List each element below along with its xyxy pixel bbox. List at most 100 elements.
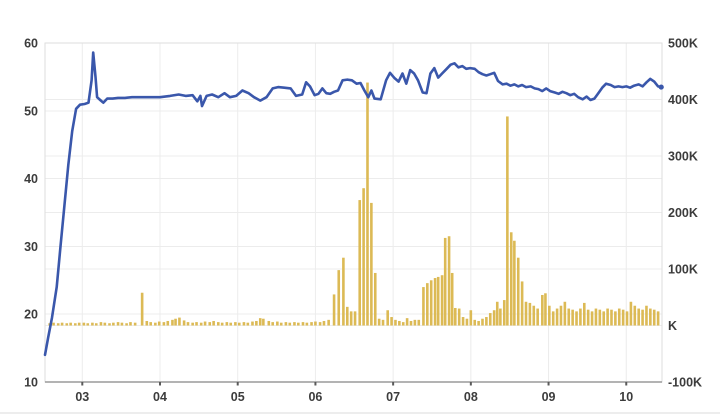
x-tick-label: 03 — [75, 390, 89, 404]
volume-bar — [429, 280, 433, 326]
volume-bar — [370, 202, 373, 326]
volume-bar — [195, 322, 198, 326]
volume-bar — [65, 323, 69, 326]
volume-bar — [99, 322, 103, 326]
volume-bar — [602, 311, 606, 326]
volume-bar — [125, 323, 128, 326]
volume-bar — [133, 322, 137, 326]
volume-bar — [606, 308, 609, 326]
right-tick-label: 200K — [668, 206, 698, 220]
volume-bar — [314, 321, 317, 326]
volume-bar — [162, 322, 166, 326]
volume-bar — [617, 308, 621, 326]
volume-bar — [394, 319, 397, 326]
volume-bar — [293, 322, 296, 326]
volume-bar — [166, 320, 170, 326]
volume-bar — [633, 305, 637, 326]
volume-bar — [366, 82, 369, 326]
left-tick-label: 20 — [24, 308, 38, 322]
left-tick-label: 40 — [24, 172, 38, 186]
right-tick-label: 400K — [668, 93, 698, 107]
volume-bar — [541, 294, 544, 326]
volume-bar — [82, 322, 86, 326]
volume-bar — [262, 318, 265, 326]
volume-bar — [582, 302, 586, 326]
volume-bar — [461, 317, 465, 326]
volume-bar — [69, 322, 72, 326]
volume-bar — [614, 311, 617, 326]
volume-bar — [246, 322, 250, 326]
volume-bar — [225, 322, 229, 326]
volume-bar — [548, 305, 551, 326]
volume-bar — [551, 311, 555, 326]
volume-bar — [149, 322, 152, 326]
volume-bar — [443, 237, 447, 326]
volume-bar — [465, 318, 469, 326]
volume-bar — [91, 322, 94, 326]
volume-bar — [86, 323, 90, 326]
volume-bar — [409, 320, 413, 326]
volume-bar — [401, 322, 405, 326]
volume-bar — [598, 309, 602, 326]
volume-bar — [417, 319, 421, 326]
x-axis-labels: 03 04 05 06 07 08 09 10 — [75, 390, 633, 404]
volume-bar — [532, 305, 536, 326]
page-bottom-divider — [0, 412, 720, 414]
volume-bar — [528, 302, 532, 326]
volume-bar — [485, 317, 488, 326]
volume-bar — [103, 322, 107, 326]
volume-bar — [645, 305, 648, 326]
volume-bar — [398, 320, 401, 326]
volume-bar — [447, 236, 451, 326]
volume-bar — [381, 319, 385, 326]
x-tick-label: 05 — [231, 390, 245, 404]
volume-bar — [469, 310, 473, 326]
volume-bar — [536, 308, 539, 326]
volume-bar — [157, 321, 161, 326]
x-tick-label: 10 — [619, 390, 633, 404]
volume-bar — [488, 313, 492, 326]
volume-bar — [433, 278, 437, 326]
volume-bar — [524, 301, 528, 326]
price-polyline — [43, 51, 663, 357]
left-axis-labels: 10 20 30 40 50 60 — [24, 37, 38, 390]
left-tick-label: 30 — [24, 240, 38, 254]
right-axis-labels: -100K K 100K 200K 300K 400K 500K — [668, 37, 702, 390]
volume-bar — [594, 308, 598, 326]
volume-bar — [629, 301, 633, 326]
volume-bar — [310, 322, 313, 326]
x-tick-label: 04 — [153, 390, 167, 404]
volume-bar — [322, 320, 326, 326]
volume-bar — [440, 275, 444, 326]
volume-bar — [112, 322, 115, 326]
volume-bar — [191, 322, 194, 326]
volume-bar — [413, 319, 417, 326]
left-tick-label: 50 — [24, 104, 38, 118]
volume-bar — [649, 308, 652, 326]
volume-bar — [481, 318, 484, 326]
volume-bar — [234, 322, 237, 326]
volume-bar — [377, 318, 381, 326]
x-axis — [45, 381, 662, 386]
x-tick-label: 08 — [464, 390, 478, 404]
volume-bar — [60, 322, 64, 326]
volume-bar — [186, 322, 190, 326]
right-tick-label: 500K — [668, 37, 698, 51]
volume-bar — [199, 322, 203, 326]
volume-bar — [426, 283, 429, 326]
volume-bar — [390, 317, 393, 326]
volume-bar — [453, 307, 457, 326]
x-tick-label: 07 — [386, 390, 400, 404]
last-point-dot — [658, 84, 664, 90]
volume-bar — [145, 320, 149, 326]
volume-bar — [154, 322, 157, 326]
volume-bar — [258, 318, 262, 326]
volume-bar — [337, 270, 341, 326]
left-tick-label: 60 — [24, 37, 38, 51]
left-tick-label: 10 — [24, 376, 38, 390]
volume-bar — [513, 240, 516, 326]
volume-bar — [509, 232, 513, 326]
x-tick-label: 09 — [542, 390, 556, 404]
volume-bar — [229, 322, 233, 326]
